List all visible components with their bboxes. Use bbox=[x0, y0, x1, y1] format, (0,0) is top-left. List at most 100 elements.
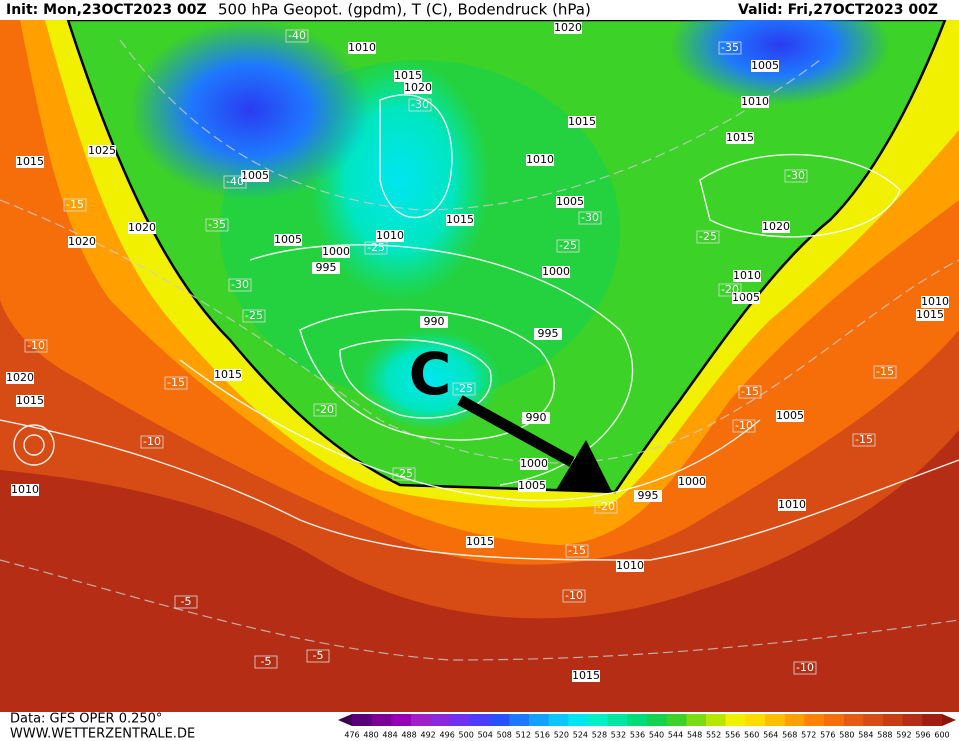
temperature-label-bg bbox=[718, 41, 742, 55]
legend-label: 480 bbox=[363, 731, 378, 740]
temperature-label: -30 bbox=[581, 211, 599, 224]
temperature-label-bg bbox=[852, 433, 876, 447]
temperature-label-bg bbox=[578, 211, 602, 225]
temperature-label: -5 bbox=[181, 595, 192, 608]
temperature-label: -10 bbox=[796, 661, 814, 674]
map-area: C 10101015102010201005101010151015101010… bbox=[0, 20, 959, 712]
temperature-label-bg bbox=[63, 198, 87, 212]
temperature-label-bg bbox=[306, 649, 330, 663]
temperature-label: -15 bbox=[66, 198, 84, 211]
temperature-label: -15 bbox=[568, 544, 586, 557]
isotherm bbox=[119, 39, 821, 211]
pressure-label: 1015 bbox=[394, 69, 422, 82]
pressure-label-bg bbox=[6, 372, 34, 384]
legend-label: 484 bbox=[382, 731, 397, 740]
pressure-label: 1015 bbox=[16, 155, 44, 168]
temperature-label-bg bbox=[174, 595, 198, 609]
legend-label: 492 bbox=[420, 731, 435, 740]
pressure-label: 1000 bbox=[542, 265, 570, 278]
arrow-head bbox=[556, 440, 612, 492]
temperature-label-bg bbox=[873, 365, 897, 379]
pressure-label-bg bbox=[420, 316, 448, 328]
legend-label: 580 bbox=[839, 731, 854, 740]
temperature-label-bg bbox=[732, 419, 756, 433]
temperature-label-bg bbox=[24, 339, 48, 353]
pressure-label-bg bbox=[16, 395, 44, 407]
isobar bbox=[179, 359, 761, 502]
legend-swatch bbox=[686, 714, 707, 726]
pressure-label: 1010 bbox=[733, 269, 761, 282]
pressure-label: 1010 bbox=[348, 41, 376, 54]
legend-swatch bbox=[922, 714, 943, 726]
legend-swatch bbox=[489, 714, 510, 726]
pressure-label-bg bbox=[446, 214, 474, 226]
pressure-label-bg bbox=[921, 296, 949, 308]
pressure-label-bg bbox=[762, 221, 790, 233]
legend-label: 516 bbox=[535, 731, 550, 740]
pressure-label-bg bbox=[404, 82, 432, 94]
temperature-label-bg bbox=[718, 283, 742, 297]
legend-swatch bbox=[745, 714, 766, 726]
pressure-label-bg bbox=[556, 196, 584, 208]
pressure-label-bg bbox=[274, 234, 302, 246]
annotation: C bbox=[409, 340, 452, 408]
temperature-label: -35 bbox=[208, 218, 226, 231]
pressure-label: 1010 bbox=[778, 498, 806, 511]
temperature-label: -15 bbox=[855, 433, 873, 446]
pressure-label: 1005 bbox=[732, 291, 760, 304]
legend-label: 532 bbox=[611, 731, 626, 740]
pressure-label-bg bbox=[466, 536, 494, 548]
pressure-label: 1000 bbox=[678, 475, 706, 488]
legend-label: 564 bbox=[763, 731, 778, 740]
temperature-label: -25 bbox=[367, 241, 385, 254]
legend-label: 556 bbox=[725, 731, 740, 740]
pressure-label: 1010 bbox=[616, 559, 644, 572]
legend-arrow-left bbox=[338, 714, 352, 726]
legend-swatch bbox=[529, 714, 550, 726]
temperature-label: -30 bbox=[787, 169, 805, 182]
temperature-label-bg bbox=[556, 239, 580, 253]
temperature-label-bg bbox=[313, 403, 337, 417]
legend-swatch bbox=[607, 714, 628, 726]
pressure-label: 1015 bbox=[16, 394, 44, 407]
pressure-label-bg bbox=[16, 156, 44, 168]
pressure-label-bg bbox=[68, 236, 96, 248]
pressure-label: 1015 bbox=[726, 131, 754, 144]
pressure-label-bg bbox=[534, 328, 562, 340]
pressure-label: 1000 bbox=[322, 245, 350, 258]
temperature-label: -25 bbox=[559, 239, 577, 252]
isobar bbox=[299, 308, 555, 441]
pressure-label-bg bbox=[128, 222, 156, 234]
legend-swatch bbox=[706, 714, 727, 726]
pressure-label-bg bbox=[733, 270, 761, 282]
pressure-label: 990 bbox=[526, 411, 547, 424]
legend-swatch bbox=[883, 714, 904, 726]
init-time: Init: Mon,23OCT2023 00Z bbox=[6, 2, 207, 18]
pressure-label: 1005 bbox=[556, 195, 584, 208]
temperature-label: -25 bbox=[699, 230, 717, 243]
legend-label: 488 bbox=[401, 731, 416, 740]
pressure-label: 1020 bbox=[128, 221, 156, 234]
temperature-label-bg bbox=[392, 467, 416, 481]
legend-label: 520 bbox=[554, 731, 569, 740]
legend-swatch bbox=[548, 714, 569, 726]
arrow-shaft bbox=[457, 395, 575, 467]
temperature-label-bg bbox=[562, 589, 586, 603]
legend-label: 592 bbox=[896, 731, 911, 740]
temperature-label: -20 bbox=[721, 283, 739, 296]
legend-swatch bbox=[784, 714, 805, 726]
pressure-label: 995 bbox=[538, 327, 559, 340]
pressure-label-bg bbox=[678, 476, 706, 488]
pressure-label: 1015 bbox=[466, 535, 494, 548]
temperature-label-bg bbox=[565, 544, 589, 558]
pressure-label-bg bbox=[322, 246, 350, 258]
temperature-label: -20 bbox=[597, 500, 615, 513]
legend-swatch bbox=[765, 714, 786, 726]
isotherm bbox=[0, 199, 959, 464]
temperature-label-bg bbox=[205, 218, 229, 232]
temperature-label: -40 bbox=[288, 29, 306, 42]
temperature-label: -15 bbox=[741, 385, 759, 398]
temperature-label: -10 bbox=[735, 419, 753, 432]
blue-low-east bbox=[670, 20, 890, 105]
